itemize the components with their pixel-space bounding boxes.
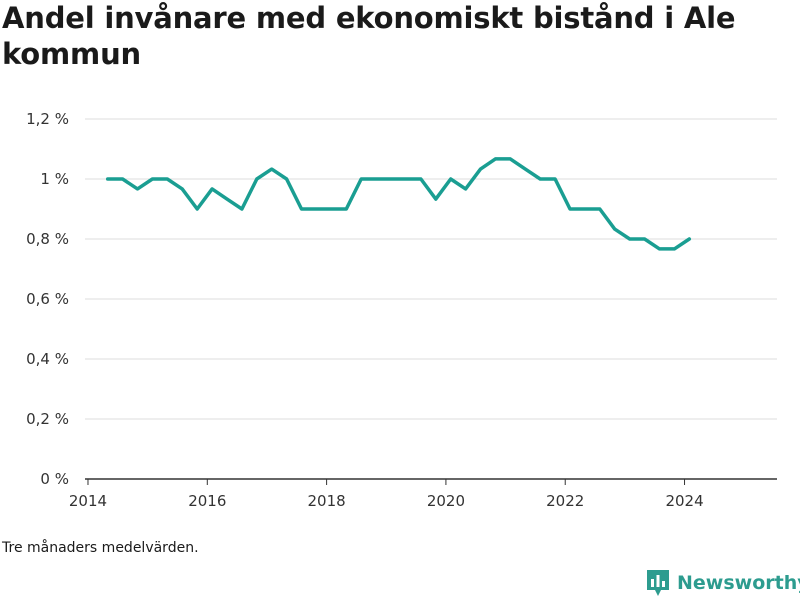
y-tick-label: 1,2 % (26, 110, 69, 128)
brand-logo: Newsworthy (645, 567, 800, 599)
series-line (105, 157, 692, 251)
x-tick-label: 2024 (665, 492, 703, 510)
y-tick-label: 0,2 % (26, 410, 69, 428)
x-axis-labels: 2014 2016 2018 2020 2022 2024 (69, 492, 704, 510)
y-tick-label: 0,6 % (26, 290, 69, 308)
x-tick-label: 2020 (427, 492, 465, 510)
brand-name: Newsworthy (677, 572, 800, 594)
newsworthy-logo-icon (647, 570, 669, 596)
y-tick-label: 0,4 % (26, 350, 69, 368)
y-axis-labels: 0 % 0,2 % 0,4 % 0,6 % 0,8 % 1 % 1,2 % (26, 110, 69, 488)
x-tick-label: 2022 (546, 492, 584, 510)
x-tick-label: 2018 (308, 492, 346, 510)
x-axis (85, 478, 777, 485)
footnote: Tre månaders medelvärden. (2, 540, 199, 556)
x-tick-label: 2016 (188, 492, 226, 510)
x-tick-label: 2014 (69, 492, 107, 510)
y-tick-label: 0,8 % (26, 230, 69, 248)
y-tick-label: 0 % (40, 470, 69, 488)
series-layer (105, 157, 692, 251)
grid-lines (85, 118, 777, 420)
y-tick-label: 1 % (40, 170, 69, 188)
chart-title: Andel invånare med ekonomiskt bistånd i … (2, 1, 736, 71)
